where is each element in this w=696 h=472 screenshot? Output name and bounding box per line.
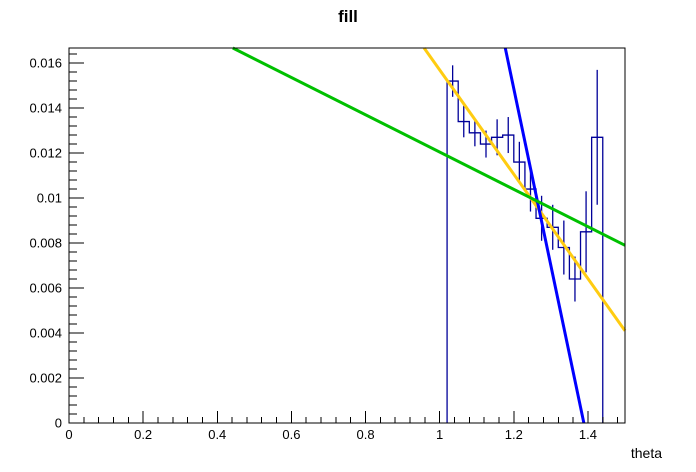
- y-tick-label: 0.012: [29, 146, 62, 161]
- x-tick-label: 1.4: [579, 427, 597, 442]
- y-tick-label: 0.014: [29, 101, 62, 116]
- x-tick-label: 0.4: [208, 427, 226, 442]
- y-tick-label: 0.006: [29, 281, 62, 296]
- x-tick-label: 1.2: [505, 427, 523, 442]
- yellow-fit-line: [422, 47, 627, 332]
- y-tick-label: 0: [55, 416, 62, 431]
- axis-tick-labels: 0 0.2 0.4 0.6 0.8 1 1.2 1.4 0 0.002 0.004 0.006 0.00…: [29, 56, 597, 442]
- histogram-outline: [446, 80, 604, 423]
- y-tick-label: 0.016: [29, 56, 62, 71]
- x-tick-label: 1: [436, 427, 443, 442]
- green-fit-line: [232, 46, 626, 247]
- y-tick-label: 0.01: [37, 191, 62, 206]
- axis-ticks: [68, 53, 619, 424]
- blue-fit-line: [503, 47, 586, 424]
- x-tick-label: 0.2: [134, 427, 152, 442]
- x-tick-label: 0: [65, 427, 72, 442]
- x-tick-label: 0.8: [356, 427, 374, 442]
- x-axis-title: theta: [630, 445, 662, 461]
- y-tick-label: 0.004: [29, 326, 62, 341]
- plot-frame: [68, 47, 626, 424]
- y-tick-label: 0.002: [29, 371, 62, 386]
- x-tick-label: 0.6: [282, 427, 300, 442]
- y-tick-label: 0.008: [29, 236, 62, 251]
- chart-title: fill: [338, 7, 358, 26]
